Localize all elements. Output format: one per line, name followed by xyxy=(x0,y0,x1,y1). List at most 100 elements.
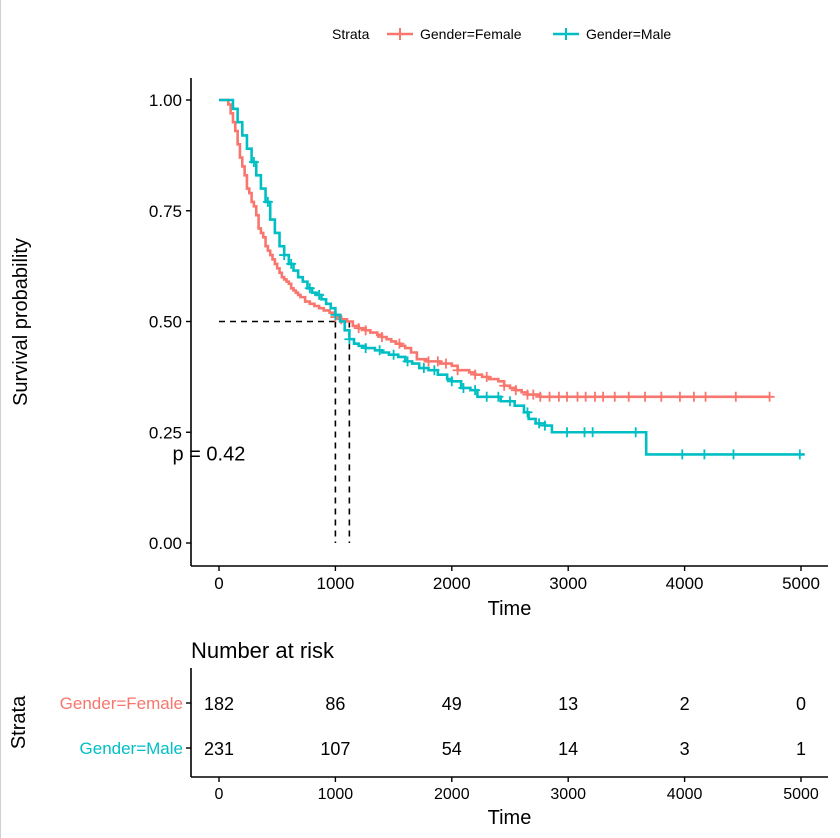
censor-mark xyxy=(440,358,451,369)
censor-mark xyxy=(452,365,463,376)
y-tick-label: 0.75 xyxy=(149,202,182,221)
risk-table-y-axis-title: Strata xyxy=(8,695,30,749)
censor-mark xyxy=(262,196,273,207)
censor-mark xyxy=(353,323,364,334)
censor-mark xyxy=(630,427,641,438)
risk-table-cell: 2 xyxy=(680,694,690,714)
censor-mark xyxy=(623,391,634,402)
risk-table-cell: 86 xyxy=(325,694,345,714)
risk-table-cell: 1 xyxy=(796,739,806,759)
x-axis-title: Time xyxy=(488,598,532,620)
censor-mark xyxy=(522,407,533,418)
censor-mark xyxy=(562,427,573,438)
censor-mark xyxy=(609,391,620,402)
risk-table-cell: 49 xyxy=(442,694,462,714)
p-value-annotation: p = 0.42 xyxy=(172,443,245,465)
censor-mark xyxy=(481,371,492,382)
censor-mark xyxy=(344,334,355,345)
censor-mark xyxy=(481,391,492,402)
censor-mark xyxy=(360,343,371,354)
risk-table-x-tick-label: 0 xyxy=(215,786,224,803)
censor-mark xyxy=(304,283,315,294)
window-left-border xyxy=(0,0,1,838)
legend-title: Strata xyxy=(332,26,370,42)
y-tick-label: 1.00 xyxy=(149,91,182,110)
x-tick-label: 0 xyxy=(214,574,223,593)
risk-table-cell: 0 xyxy=(796,694,806,714)
censor-mark xyxy=(418,363,429,374)
censor-mark xyxy=(376,332,387,343)
censor-mark xyxy=(458,382,469,393)
censor-mark xyxy=(423,356,434,367)
risk-table-cell: 14 xyxy=(558,739,578,759)
censor-mark xyxy=(394,338,405,349)
legend-label: Gender=Female xyxy=(420,26,522,42)
censor-mark xyxy=(534,418,545,429)
censor-mark xyxy=(493,391,504,402)
censor-mark xyxy=(674,391,685,402)
censor-mark xyxy=(510,385,521,396)
censor-mark xyxy=(330,309,341,320)
censor-mark xyxy=(598,391,609,402)
censor-mark xyxy=(587,427,598,438)
risk-table-cell: 182 xyxy=(204,694,234,714)
risk-table-cell: 54 xyxy=(442,739,462,759)
risk-table-row-label: Gender=Male xyxy=(80,739,183,758)
censor-mark xyxy=(470,369,481,380)
risk-table-cell: 107 xyxy=(320,739,350,759)
censor-mark xyxy=(562,391,573,402)
legend-key-censor-mark xyxy=(560,28,572,40)
risk-table-x-tick-label: 5000 xyxy=(783,786,819,803)
censor-mark xyxy=(656,391,667,402)
censor-mark xyxy=(429,365,440,376)
risk-table-x-axis-title: Time xyxy=(488,807,532,829)
x-tick-label: 3000 xyxy=(549,574,587,593)
censor-mark xyxy=(432,356,443,367)
censor-mark xyxy=(446,376,457,387)
censor-mark xyxy=(505,396,515,407)
censor-mark xyxy=(535,391,546,402)
x-tick-label: 5000 xyxy=(782,574,820,593)
censor-mark xyxy=(700,391,711,402)
legend-label: Gender=Male xyxy=(586,26,671,42)
risk-table-x-tick-label: 2000 xyxy=(434,786,470,803)
censor-mark xyxy=(286,258,297,269)
y-axis-title: Survival probability xyxy=(10,238,32,406)
x-tick-label: 4000 xyxy=(666,574,704,593)
censor-mark xyxy=(279,250,290,261)
series-line-gender-female xyxy=(219,98,770,399)
censor-mark xyxy=(360,325,371,336)
censor-mark xyxy=(544,391,555,402)
risk-table-cell: 13 xyxy=(558,694,578,714)
y-tick-label: 0.25 xyxy=(149,423,182,442)
censor-mark xyxy=(764,391,775,402)
censor-mark xyxy=(640,391,651,402)
y-tick-label: 0.50 xyxy=(149,313,182,332)
censor-mark xyxy=(688,391,699,402)
risk-table-x-tick-label: 1000 xyxy=(318,786,354,803)
censor-mark xyxy=(730,391,741,402)
censor-mark xyxy=(794,449,805,460)
censor-mark xyxy=(499,380,510,391)
censor-mark xyxy=(539,420,550,431)
censor-mark xyxy=(470,385,481,396)
risk-table-cell: 231 xyxy=(204,739,234,759)
censor-mark xyxy=(388,349,399,360)
x-tick-label: 1000 xyxy=(316,574,354,593)
censor-mark xyxy=(580,391,591,402)
censor-mark xyxy=(402,356,413,367)
risk-table-title: Number at risk xyxy=(191,638,335,663)
censor-mark xyxy=(248,157,259,168)
risk-table-cell: 3 xyxy=(680,739,690,759)
risk-table-x-tick-label: 4000 xyxy=(667,786,703,803)
risk-table-row-label: Gender=Female xyxy=(60,694,183,713)
legend-key-censor-mark xyxy=(394,28,406,40)
censor-mark xyxy=(677,449,688,460)
censor-mark xyxy=(528,389,539,400)
censor-mark xyxy=(699,449,710,460)
x-tick-label: 2000 xyxy=(433,574,471,593)
y-tick-label: 0.00 xyxy=(149,534,182,553)
censor-mark xyxy=(314,289,325,300)
censor-mark xyxy=(374,345,385,356)
